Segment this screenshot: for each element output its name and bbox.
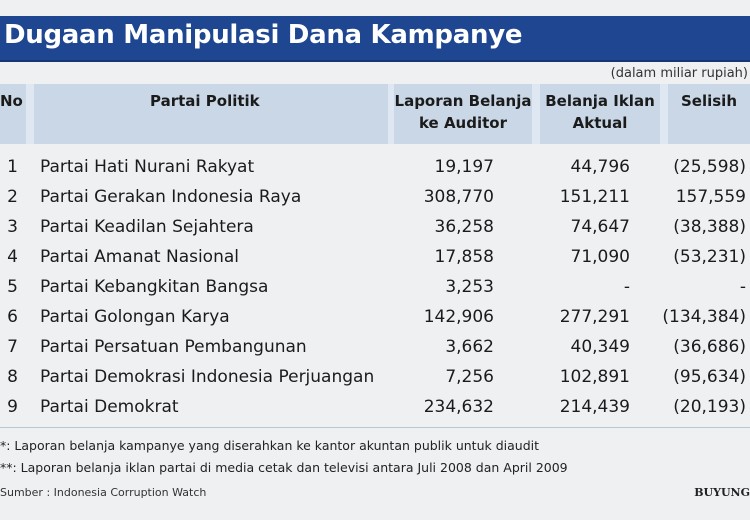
table-row: 3 Partai Keadilan Sejahtera 36,258 74,647 (3… [0, 212, 750, 242]
difference-value: - [739, 277, 746, 297]
actual-value: 44,796 [570, 157, 630, 177]
row-number: 9 [7, 397, 18, 417]
row-number: 8 [7, 367, 18, 387]
page-title: Dugaan Manipulasi Dana Kampanye [4, 20, 523, 50]
row-number: 3 [7, 217, 18, 237]
actual-value: 214,439 [559, 397, 630, 417]
reported-value: 7,256 [445, 367, 494, 387]
difference-value: (25,598) [673, 157, 746, 177]
header-difference: Selisih [680, 92, 737, 110]
title-bar: Dugaan Manipulasi Dana Kampanye [0, 16, 750, 60]
party-name: Partai Hati Nurani Rakyat [40, 157, 255, 177]
actual-value: 74,647 [570, 217, 630, 237]
actual-value: 71,090 [570, 247, 630, 267]
actual-value: - [623, 277, 630, 297]
reported-value: 17,858 [434, 247, 494, 267]
row-number: 4 [7, 247, 18, 267]
difference-value: (53,231) [673, 247, 746, 267]
actual-value: 102,891 [559, 367, 630, 387]
party-name: Partai Demokrasi Indonesia Perjuangan [40, 367, 375, 387]
header-no: No [0, 92, 23, 110]
reported-value: 19,197 [434, 157, 494, 177]
row-number: 2 [7, 187, 18, 207]
actual-value: 151,211 [559, 187, 630, 207]
header-party: Partai Politik [150, 92, 260, 110]
footnote-2: **: Laporan belanja iklan partai di medi… [0, 460, 568, 475]
reported-value: 234,632 [423, 397, 494, 417]
header-actual-line2: Aktual [572, 114, 628, 132]
row-number: 5 [7, 277, 18, 297]
unit-note: (dalam miliar rupiah) [610, 66, 748, 81]
table-row: 8 Partai Demokrasi Indonesia Perjuangan 7,… [0, 362, 750, 392]
reported-value: 3,662 [445, 337, 494, 357]
table-row: 6 Partai Golongan Karya 142,906 277,291 (134… [0, 302, 750, 332]
party-name: Partai Demokrat [40, 397, 179, 417]
header-shade-difference [668, 84, 750, 144]
difference-value: (95,634) [673, 367, 746, 387]
row-number: 1 [7, 157, 18, 177]
difference-value: (20,193) [673, 397, 746, 417]
party-name: Partai Gerakan Indonesia Raya [40, 187, 302, 207]
source-note: Sumber : Indonesia Corruption Watch [0, 486, 207, 499]
row-number: 6 [7, 307, 18, 327]
reported-value: 142,906 [423, 307, 494, 327]
table-row: 9 Partai Demokrat 234,632 214,439 (20,193) [0, 392, 750, 422]
difference-value: 157,559 [675, 187, 746, 207]
table-row: 1 Partai Hati Nurani Rakyat 19,197 44,796 (2… [0, 152, 750, 182]
reported-value: 36,258 [434, 217, 494, 237]
actual-value: 40,349 [570, 337, 630, 357]
difference-value: (36,686) [673, 337, 746, 357]
header-shade-actual [540, 84, 660, 144]
difference-value: (38,388) [673, 217, 746, 237]
table-row: 2 Partai Gerakan Indonesia Raya 308,770 151… [0, 182, 750, 212]
table-row: 7 Partai Persatuan Pembangunan 3,662 40,349… [0, 332, 750, 362]
party-name: Partai Persatuan Pembangunan [40, 337, 307, 357]
table-header: No Partai Politik Laporan Belanja ke Aud… [0, 84, 750, 144]
header-shade-reported [394, 84, 532, 144]
party-name: Partai Golongan Karya [40, 307, 230, 327]
party-name: Partai Kebangkitan Bangsa [40, 277, 269, 297]
row-number: 7 [7, 337, 18, 357]
difference-value: (134,384) [662, 307, 746, 327]
header-reported-line1: Laporan Belanja [394, 92, 532, 110]
table-bottom-rule [0, 427, 750, 428]
actual-value: 277,291 [559, 307, 630, 327]
header-shade-no [0, 84, 26, 144]
table-row: 5 Partai Kebangkitan Bangsa 3,253 - - [0, 272, 750, 302]
header-shade-party [34, 84, 388, 144]
reported-value: 308,770 [423, 187, 494, 207]
table-row: 4 Partai Amanat Nasional 17,858 71,090 (53,2… [0, 242, 750, 272]
header-reported-line2: ke Auditor [418, 114, 507, 132]
party-name: Partai Amanat Nasional [40, 247, 240, 267]
party-name: Partai Keadilan Sejahtera [40, 217, 254, 237]
header-actual-line1: Belanja Iklan [545, 92, 655, 110]
footnote-1: *: Laporan belanja kampanye yang diserah… [0, 438, 540, 453]
credit: BUYUNG [694, 486, 750, 499]
reported-value: 3,253 [445, 277, 494, 297]
